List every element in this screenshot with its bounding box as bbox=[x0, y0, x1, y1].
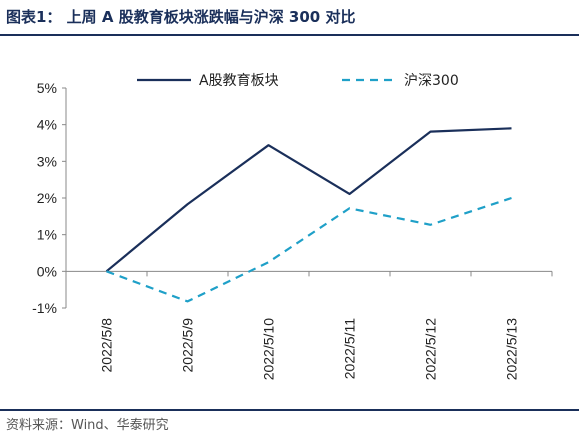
series-line-2 bbox=[106, 196, 512, 303]
series-line-1 bbox=[105, 127, 512, 273]
legend-label-1: A股教育板块 bbox=[199, 73, 279, 89]
x-tick-label: 2022/5/13 bbox=[504, 318, 520, 380]
title-bar: 图表1： 上周 A 股教育板块涨跌幅与沪深 300 对比 bbox=[0, 0, 579, 36]
x-tick-label: 2022/5/10 bbox=[261, 318, 277, 380]
y-tick-label: -1% bbox=[32, 300, 57, 316]
y-tick-label: 1% bbox=[37, 227, 57, 243]
y-tick-label: 5% bbox=[37, 80, 57, 96]
legend-label-2: 沪深300 bbox=[404, 73, 459, 89]
x-tick-label: 2022/5/9 bbox=[180, 318, 196, 373]
y-tick-label: 4% bbox=[37, 117, 57, 133]
y-tick-label: 0% bbox=[37, 263, 57, 279]
y-tick-label: 3% bbox=[37, 153, 57, 169]
chart-title: 图表1： 上周 A 股教育板块涨跌幅与沪深 300 对比 bbox=[6, 8, 356, 26]
x-tick-label: 2022/5/8 bbox=[99, 318, 115, 373]
y-tick-label: 2% bbox=[37, 190, 57, 206]
source-note: 资料来源：Wind、华泰研究 bbox=[6, 418, 169, 433]
line-chart: A股教育板块 沪深300 5% 4% 3% 2% 1% 0% -1% 2022/5/8 2022/… bbox=[32, 73, 553, 380]
x-tick-label: 2022/5/11 bbox=[342, 318, 358, 379]
x-tick-label: 2022/5/12 bbox=[423, 318, 439, 380]
footer-divider bbox=[0, 409, 579, 411]
